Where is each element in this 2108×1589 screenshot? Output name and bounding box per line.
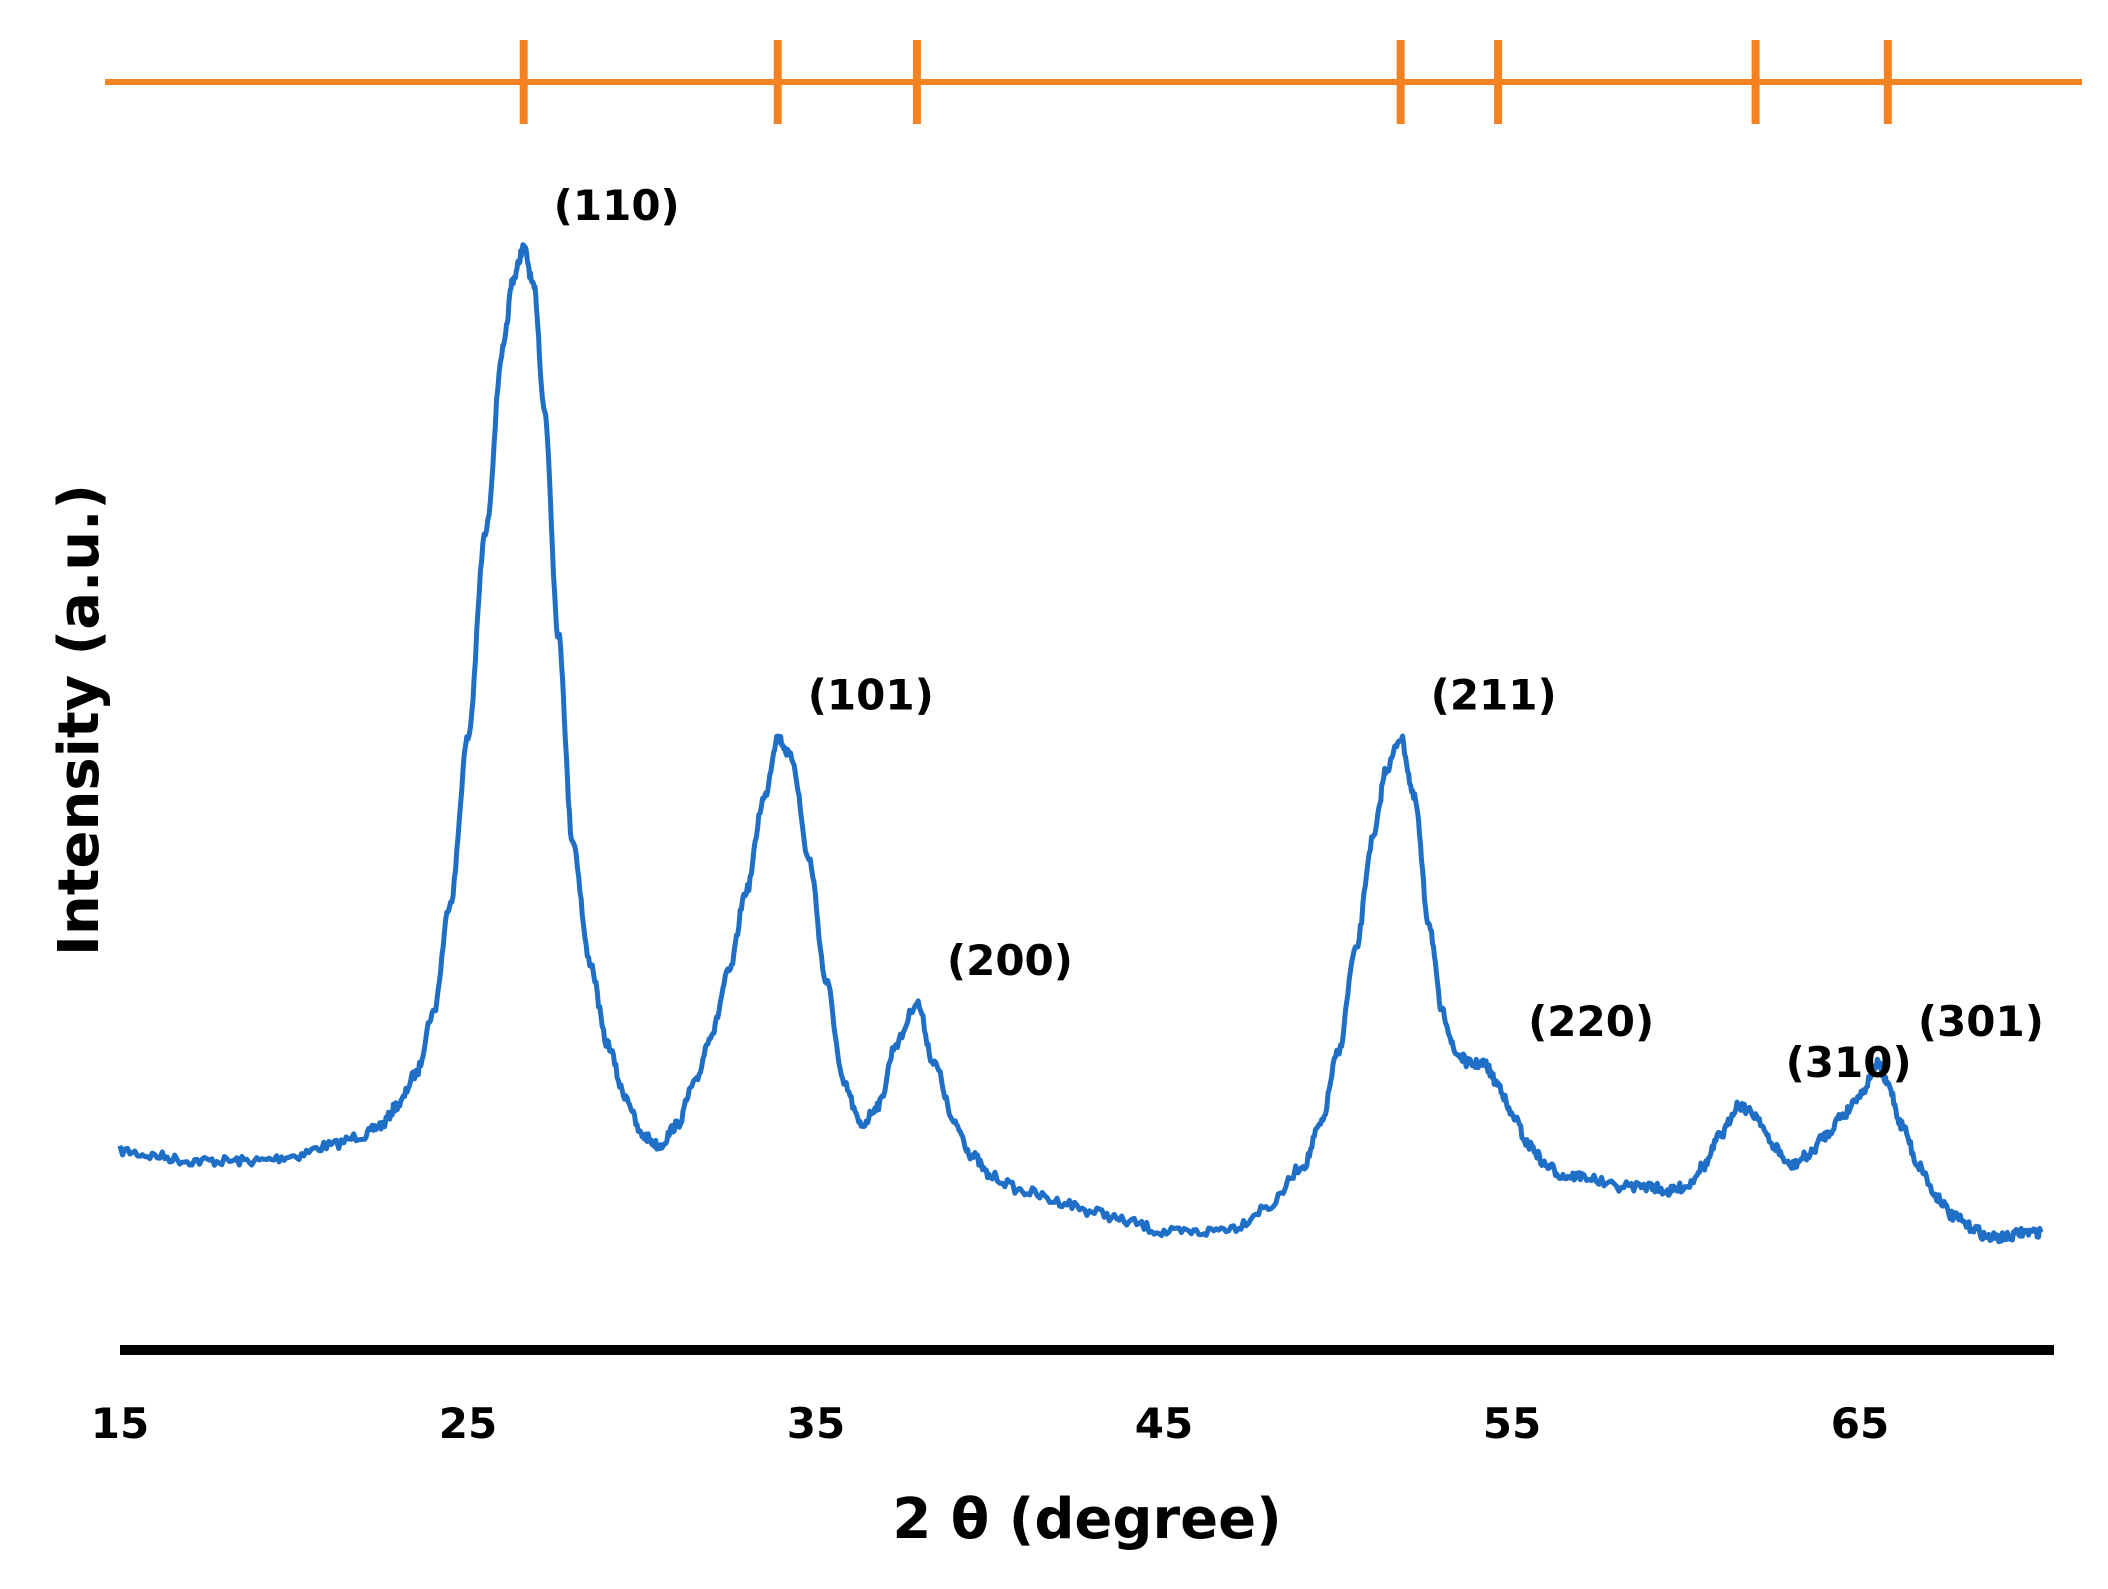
peak-label: (310) <box>1786 1038 1912 1087</box>
x-tick-label: 45 <box>1135 1399 1193 1448</box>
y-axis-title: Intensity (a.u.) <box>47 484 112 956</box>
diffraction-pattern-line <box>117 242 2044 1245</box>
peak-label: (301) <box>1918 997 2044 1046</box>
x-tick-label: 55 <box>1483 1399 1541 1448</box>
peak-label: (211) <box>1431 671 1557 720</box>
peak-label: (110) <box>554 181 680 230</box>
peak-labels: (110) (101) (200) (211) (220) (310)(301) <box>554 181 2044 1087</box>
x-tick-label: 25 <box>439 1399 497 1448</box>
x-tick-labels: 15 25 35 45 55 65 <box>91 1399 1889 1448</box>
x-tick-label: 15 <box>91 1399 149 1448</box>
x-tick-label: 65 <box>1831 1399 1889 1448</box>
x-tick-label: 35 <box>787 1399 845 1448</box>
peak-label: (101) <box>808 671 934 720</box>
peak-label: (200) <box>947 936 1073 985</box>
reference-pattern-ticks <box>519 40 1892 124</box>
peak-label: (220) <box>1528 997 1654 1046</box>
x-axis-title: 2 θ (degree) <box>892 1487 1281 1552</box>
